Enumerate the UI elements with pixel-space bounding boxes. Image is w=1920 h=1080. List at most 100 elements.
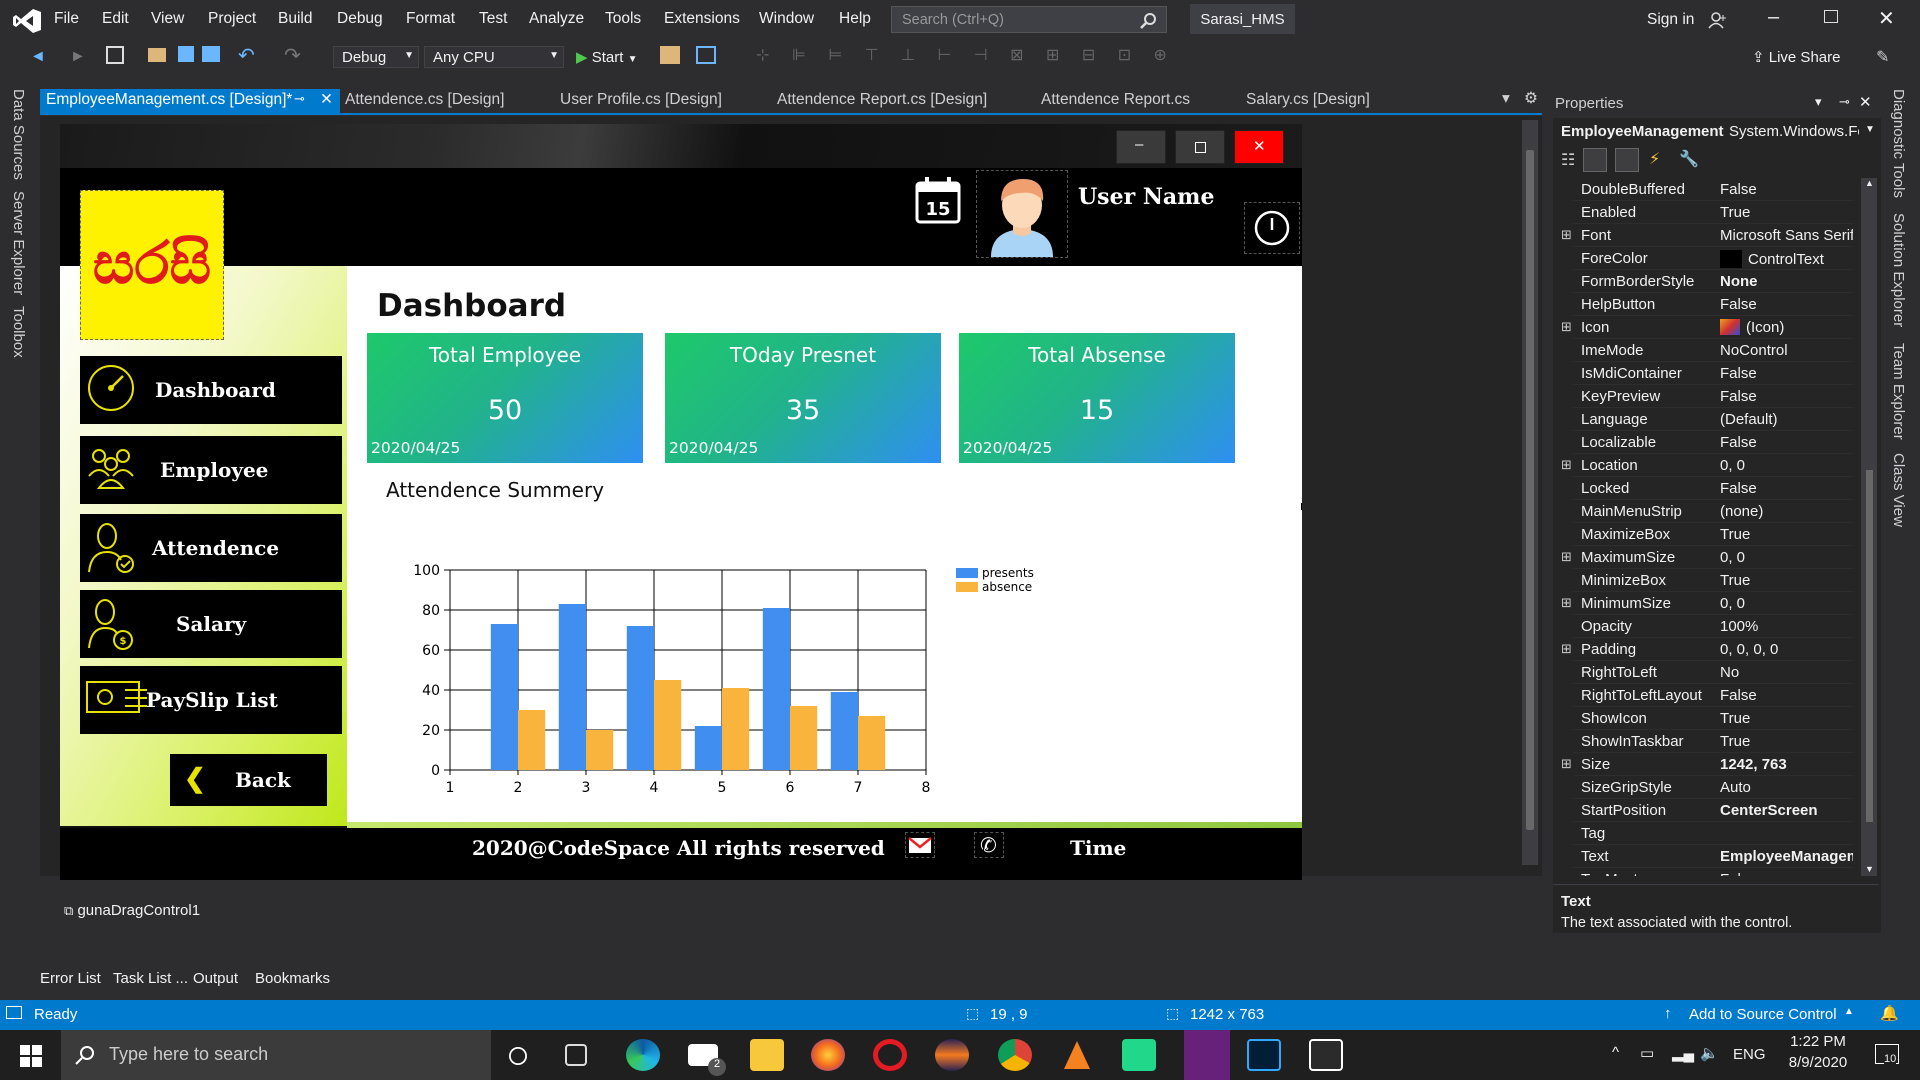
menu-help[interactable]: Help bbox=[839, 10, 871, 27]
bookmarks-tab[interactable]: Bookmarks bbox=[255, 970, 331, 987]
sign-in-link[interactable]: Sign in bbox=[1647, 11, 1695, 28]
property-value[interactable]: NoControl bbox=[1720, 342, 1853, 359]
settings-gear-icon[interactable]: ⚙ bbox=[1524, 90, 1538, 107]
menu-build[interactable]: Build bbox=[278, 10, 313, 27]
property-value[interactable]: (none) bbox=[1720, 503, 1853, 520]
property-value[interactable]: ControlText bbox=[1720, 250, 1853, 268]
mail-button[interactable] bbox=[905, 832, 935, 858]
close-ide-button[interactable]: ✕ bbox=[1878, 8, 1895, 30]
property-value[interactable]: False bbox=[1720, 365, 1853, 382]
property-value[interactable]: False bbox=[1720, 388, 1853, 405]
add-to-source-control[interactable]: Add to Source Control bbox=[1689, 1006, 1837, 1023]
nav-dashboard-button[interactable]: Dashboard bbox=[80, 356, 342, 424]
photos-icon[interactable] bbox=[1309, 1039, 1343, 1071]
output-tab[interactable]: Output bbox=[193, 970, 239, 987]
logout-button[interactable] bbox=[1244, 202, 1300, 254]
class-view-tab[interactable]: Class View bbox=[1890, 453, 1907, 527]
property-value[interactable]: 100% bbox=[1720, 618, 1853, 635]
menu-tools[interactable]: Tools bbox=[605, 10, 642, 27]
property-row[interactable]: ForeColor ControlText bbox=[1573, 247, 1853, 270]
photoshop-icon[interactable] bbox=[1247, 1039, 1281, 1071]
firefox-icon[interactable] bbox=[811, 1039, 845, 1071]
property-row[interactable]: Enabled True bbox=[1573, 201, 1853, 224]
pin-icon[interactable]: ⊸ bbox=[294, 91, 305, 106]
platform-dropdown[interactable]: Any CPU ▼ bbox=[424, 46, 564, 68]
menu-analyze[interactable]: Analyze bbox=[529, 10, 585, 27]
notifications-bell-icon[interactable]: 🔔 bbox=[1880, 1005, 1899, 1022]
expand-icon[interactable]: ⊞ bbox=[1561, 227, 1572, 242]
events-lightning-icon[interactable]: ⚡ bbox=[1649, 151, 1661, 168]
property-row[interactable]: Text EmployeeManageme bbox=[1573, 845, 1853, 868]
configuration-dropdown[interactable]: Debug ▼ bbox=[333, 46, 419, 68]
restore-ide-button[interactable] bbox=[1824, 10, 1838, 23]
windows-start-icon[interactable] bbox=[20, 1045, 42, 1067]
property-value[interactable]: False bbox=[1720, 296, 1853, 313]
property-row[interactable]: RightToLeftLayout False bbox=[1573, 684, 1853, 707]
menu-extensions[interactable]: Extensions bbox=[664, 10, 740, 27]
property-row[interactable]: StartPosition CenterScreen bbox=[1573, 799, 1853, 822]
tab-salary-design[interactable]: Salary.cs [Design] bbox=[1246, 91, 1370, 108]
eclipse-icon[interactable] bbox=[935, 1039, 969, 1071]
property-value[interactable]: CenterScreen bbox=[1720, 802, 1853, 819]
property-value[interactable]: True bbox=[1720, 526, 1853, 543]
edge-browser-icon[interactable] bbox=[626, 1039, 660, 1071]
undo-icon[interactable]: ↶ bbox=[238, 45, 255, 67]
property-value[interactable]: (Default) bbox=[1720, 411, 1853, 428]
show-hidden-icons-icon[interactable]: ^ bbox=[1612, 1044, 1620, 1061]
chevron-up-icon[interactable]: ▲ bbox=[1844, 1006, 1854, 1017]
designer-scrollbar[interactable] bbox=[1522, 120, 1538, 865]
tab-attendence-design[interactable]: Attendence.cs [Design] bbox=[345, 91, 505, 108]
resize-handle[interactable] bbox=[1301, 503, 1302, 510]
tab-employee-management-design[interactable]: EmployeeManagement.cs [Design]* ⊸ ✕ bbox=[40, 89, 340, 113]
server-explorer-tab[interactable]: Server Explorer bbox=[10, 191, 27, 296]
property-row[interactable]: ImeMode NoControl bbox=[1573, 339, 1853, 362]
expand-icon[interactable]: ⊞ bbox=[1561, 457, 1572, 472]
network-icon[interactable]: ▂▄ bbox=[1672, 1045, 1695, 1062]
property-value[interactable]: EmployeeManageme bbox=[1720, 848, 1853, 865]
property-row[interactable]: SizeGripStyle Auto bbox=[1573, 776, 1853, 799]
form-minimize-button[interactable]: – bbox=[1116, 130, 1166, 164]
property-row[interactable]: MainMenuStrip (none) bbox=[1573, 500, 1853, 523]
property-row[interactable]: ShowIcon True bbox=[1573, 707, 1853, 730]
property-row[interactable]: MaximizeBox True bbox=[1573, 523, 1853, 546]
property-value[interactable]: 0, 0, 0, 0 bbox=[1720, 641, 1853, 658]
property-row[interactable]: Language (Default) bbox=[1573, 408, 1853, 431]
property-value[interactable]: False bbox=[1720, 871, 1853, 876]
menu-debug[interactable]: Debug bbox=[337, 10, 383, 27]
output-window-icon[interactable] bbox=[6, 1006, 22, 1019]
menu-file[interactable]: File bbox=[54, 10, 79, 27]
property-value[interactable]: Microsoft Sans Serif, 7 bbox=[1720, 227, 1853, 244]
form-close-button[interactable]: ✕ bbox=[1234, 130, 1284, 164]
properties-object-selector[interactable]: EmployeeManagement System.Windows.Fc ▼ bbox=[1553, 120, 1879, 144]
task-view-icon[interactable] bbox=[565, 1044, 587, 1066]
properties-icon[interactable] bbox=[1615, 148, 1639, 172]
visual-studio-taskbar-icon[interactable] bbox=[1184, 1030, 1230, 1080]
alphabetical-icon[interactable] bbox=[1583, 148, 1607, 172]
property-row[interactable]: ⊞ Location 0, 0 bbox=[1561, 454, 1853, 477]
categorized-icon[interactable]: ☷ bbox=[1561, 152, 1576, 169]
menu-window[interactable]: Window bbox=[759, 10, 815, 27]
property-row[interactable]: ⊞ Icon (Icon) bbox=[1561, 316, 1853, 339]
form-maximize-button[interactable] bbox=[1175, 130, 1225, 164]
expand-icon[interactable]: ⊞ bbox=[1561, 319, 1572, 334]
close-tab-icon[interactable]: ✕ bbox=[320, 91, 333, 108]
nav-salary-button[interactable]: $ Salary bbox=[80, 590, 342, 658]
feedback-icon[interactable]: ✎ bbox=[1876, 49, 1890, 66]
phone-button[interactable]: ✆ bbox=[974, 832, 1004, 858]
employee-management-form[interactable]: – ✕ 15 User Name සරසි Dashboard bbox=[60, 124, 1302, 887]
data-sources-tab[interactable]: Data Sources bbox=[10, 89, 27, 180]
save-icon[interactable] bbox=[178, 46, 194, 62]
property-row[interactable]: MinimizeBox True bbox=[1573, 569, 1853, 592]
device-icon[interactable] bbox=[696, 46, 716, 64]
property-value[interactable]: False bbox=[1720, 181, 1853, 198]
toolbox-tab[interactable]: Toolbox bbox=[10, 306, 27, 358]
vlc-icon[interactable] bbox=[1060, 1039, 1094, 1071]
tab-overflow-icon[interactable]: ▾ bbox=[1502, 90, 1510, 107]
intellij-icon[interactable] bbox=[1122, 1039, 1156, 1071]
scroll-up-icon[interactable]: ▲ bbox=[1865, 178, 1874, 188]
property-row[interactable]: Locked False bbox=[1573, 477, 1853, 500]
diagnostic-tools-tab[interactable]: Diagnostic Tools bbox=[1890, 89, 1907, 198]
property-row[interactable]: FormBorderStyle None bbox=[1573, 270, 1853, 293]
expand-icon[interactable]: ⊞ bbox=[1561, 756, 1572, 771]
ide-search-box[interactable]: Search (Ctrl+Q) bbox=[891, 6, 1167, 33]
